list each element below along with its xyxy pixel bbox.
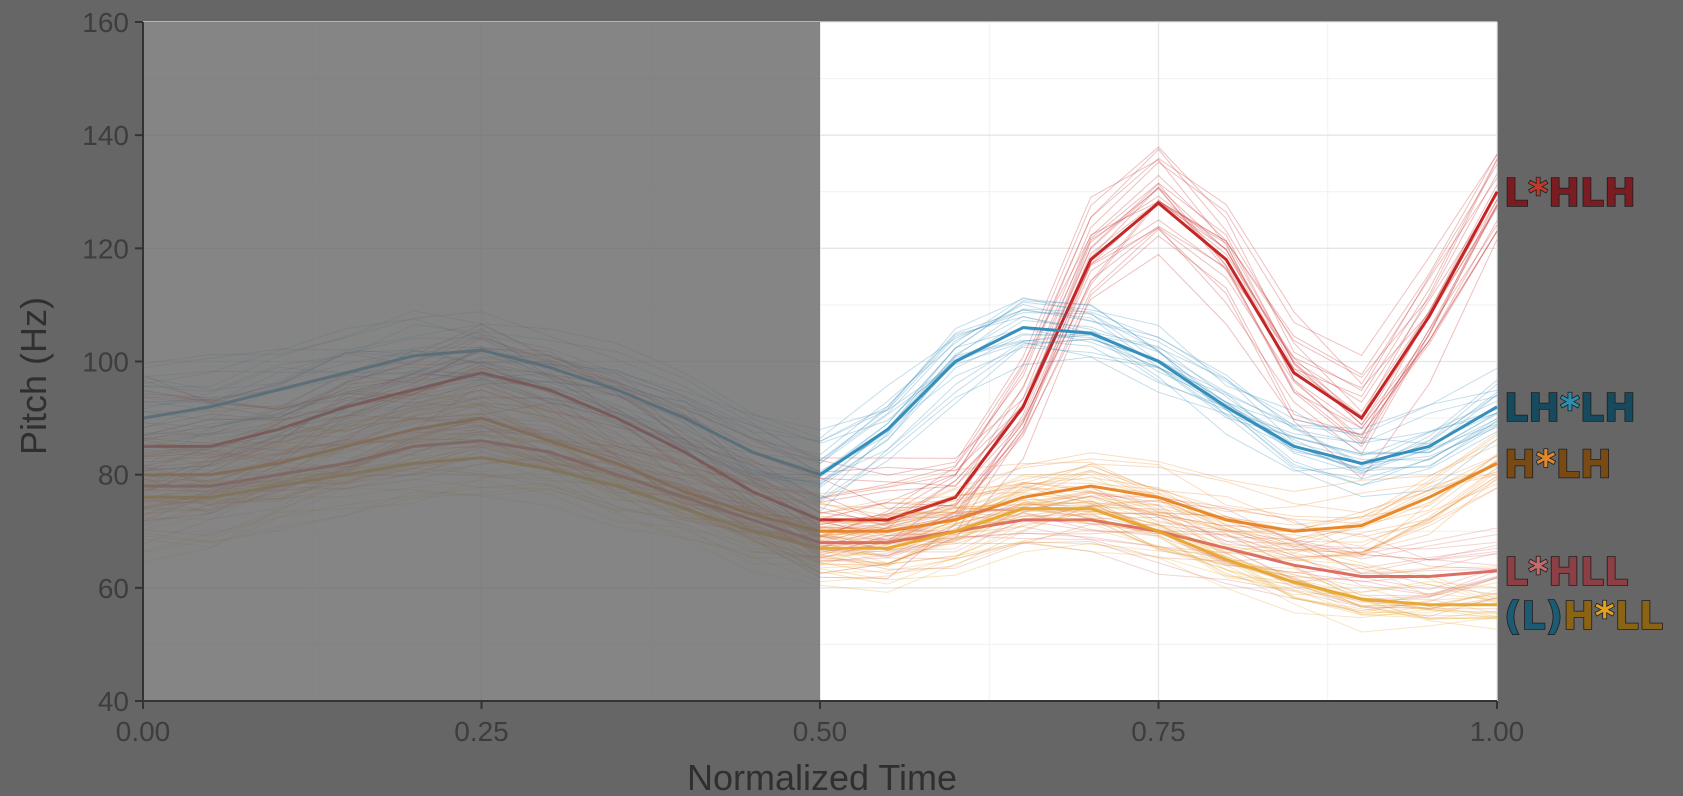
y-tick-label: 60	[98, 573, 129, 604]
y-tick-label: 100	[82, 347, 129, 378]
series-label-part: HLL	[1548, 550, 1628, 594]
x-tick-label: 0.75	[1131, 716, 1186, 747]
y-tick-label: 80	[98, 460, 129, 491]
series-label: LH*LH	[1504, 386, 1636, 430]
y-tick-label: 140	[82, 120, 129, 151]
y-tick-label: 120	[82, 233, 129, 264]
series-label: H*LH	[1504, 442, 1612, 486]
x-tick-label: 0.50	[793, 716, 848, 747]
y-tick-label: 40	[98, 686, 129, 717]
series-label-part: H	[1563, 594, 1595, 638]
x-tick-label: 0.25	[454, 716, 509, 747]
dimmed-region	[143, 22, 820, 701]
series-label-part: *	[1560, 386, 1580, 430]
axes	[135, 21, 1498, 709]
series-label-part: LH	[1580, 386, 1636, 430]
y-tick-label: 160	[82, 7, 129, 38]
series-label-part: L	[1504, 171, 1528, 215]
series-label-part: *	[1528, 550, 1548, 594]
series-label: L*HLH	[1504, 171, 1636, 215]
series-label-part: LH	[1556, 442, 1612, 486]
series-label-part: L	[1504, 550, 1528, 594]
tick-labels: 0.00 0.25 0.50 0.75 1.00 40 60 80 100 120 140 160	[82, 7, 1524, 747]
series-label-part: H	[1504, 442, 1536, 486]
series-label-part: HLH	[1548, 171, 1636, 215]
series-label-part: LH	[1504, 386, 1560, 430]
series-label: (L)H*LL	[1504, 594, 1663, 638]
x-tick-label: 1.00	[1470, 716, 1525, 747]
series-label-part: *	[1595, 594, 1615, 638]
y-axis-title: Pitch (Hz)	[13, 297, 54, 455]
x-tick-label: 0.00	[116, 716, 171, 747]
series-label-part: *	[1528, 171, 1548, 215]
x-axis-title: Normalized Time	[687, 757, 957, 796]
series-label-part: *	[1536, 442, 1556, 486]
series-label-part: LL	[1615, 594, 1663, 638]
dim-overlay	[143, 22, 820, 701]
series-label: L*HLL	[1504, 550, 1628, 594]
series-label-part: (L)	[1504, 594, 1563, 638]
